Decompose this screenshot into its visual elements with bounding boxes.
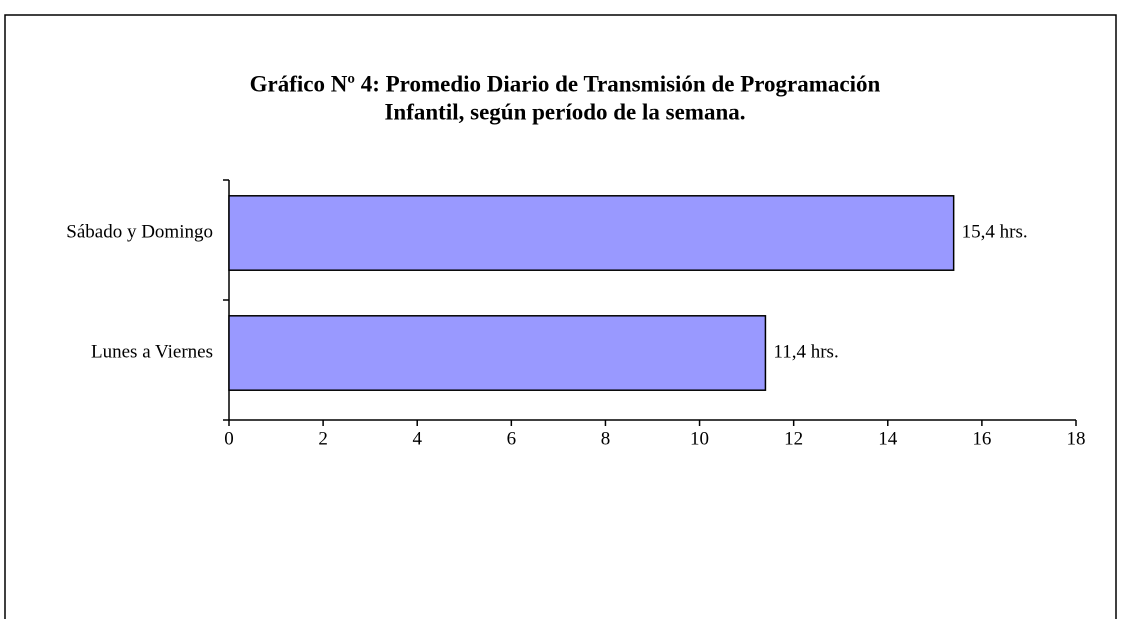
x-tick-label: 6 bbox=[507, 428, 517, 449]
x-tick-label: 2 bbox=[318, 428, 328, 449]
chart-title: Infantil, según período de la semana. bbox=[384, 99, 745, 124]
data-label: 15,4 hrs. bbox=[962, 221, 1028, 242]
x-tick-label: 12 bbox=[784, 428, 803, 449]
x-tick-label: 8 bbox=[601, 428, 611, 449]
x-tick-label: 0 bbox=[224, 428, 234, 449]
x-tick-label: 10 bbox=[690, 428, 709, 449]
x-tick-label: 18 bbox=[1067, 428, 1086, 449]
bar bbox=[228, 315, 767, 391]
chart-title: Gráfico Nº 4: Promedio Diario de Transmi… bbox=[250, 71, 881, 96]
y-tick-label: Lunes a Viernes bbox=[91, 341, 213, 362]
bar bbox=[228, 195, 955, 271]
data-label: 11,4 hrs. bbox=[773, 341, 838, 362]
x-tick-label: 16 bbox=[972, 428, 991, 449]
x-tick-label: 4 bbox=[412, 428, 422, 449]
y-tick-label: Sábado y Domingo bbox=[66, 221, 213, 242]
x-tick-label: 14 bbox=[878, 428, 898, 449]
